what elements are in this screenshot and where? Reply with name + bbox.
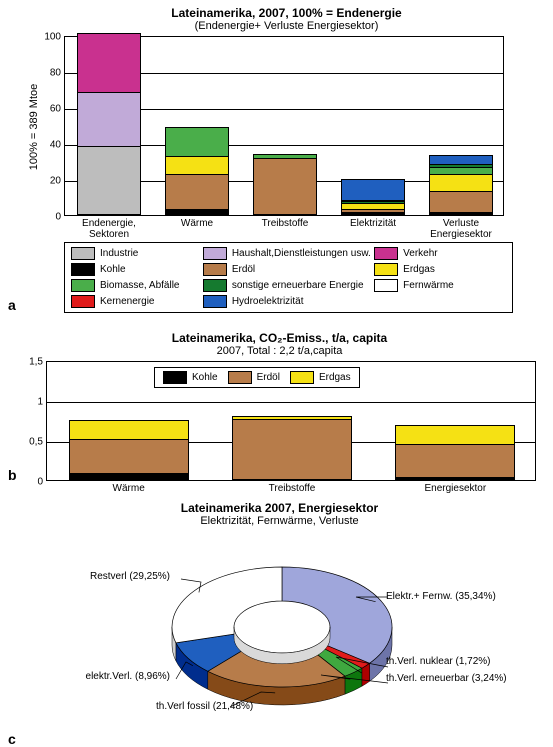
chart-c-plot: Elektr.+ Fernw. (35,34%) th.Verl. nuklear…: [16, 527, 543, 747]
chart-b-bar: [395, 427, 515, 480]
legend-item: Verkehr: [374, 247, 506, 260]
chart-c-subtitle: Elektrizität, Fernwärme, Verluste: [16, 515, 543, 527]
legend-item: Industrie: [71, 247, 203, 260]
donut-svg: [16, 527, 549, 727]
chart-b-ytick: 1: [37, 397, 47, 408]
legend-item: Kernenergie: [71, 295, 203, 308]
legend-item: Kohle: [163, 371, 218, 384]
pie-label: Elektr.+ Fernw. (35,34%): [386, 591, 496, 602]
legend-item: Fernwärme: [374, 279, 506, 292]
legend-item: Erdgas: [290, 371, 351, 384]
chart-a-xtick: Elektrizität: [329, 215, 417, 229]
pie-label: Restverl (29,25%): [36, 571, 170, 582]
legend-item: Erdöl: [228, 371, 280, 384]
panel-b: Lateinamerika, CO₂-Emiss., t/a, capita 2…: [10, 331, 543, 481]
chart-b-title: Lateinamerika, CO₂-Emiss., t/a, capita: [16, 331, 543, 345]
chart-a-ytick: 100: [44, 32, 65, 43]
legend-item: Kohle: [71, 263, 203, 276]
chart-a-plot: 020406080100Endenergie,SektorenWärmeTrei…: [64, 36, 504, 216]
chart-a-ytick: 60: [50, 104, 65, 115]
chart-a-title: Lateinamerika, 2007, 100% = Endenergie: [30, 6, 543, 20]
chart-b-bar: [232, 418, 352, 480]
chart-b-legend: Kohle Erdöl Erdgas: [154, 367, 360, 388]
panel-a-label: a: [8, 297, 16, 313]
chart-b-ytick: 1,5: [29, 357, 47, 368]
pie-label: elektr.Verl. (8,96%): [36, 671, 170, 682]
chart-a-ytick: 40: [50, 140, 65, 151]
chart-a-xtick: VerlusteEnergiesektor: [417, 215, 505, 240]
chart-b-xtick: Wärme: [113, 480, 145, 494]
chart-b-xtick: Treibstoffe: [269, 480, 316, 494]
chart-b-ytick: 0,5: [29, 437, 47, 448]
legend-item: Erdgas: [374, 263, 506, 276]
panel-b-label: b: [8, 467, 17, 483]
panel-c-label: c: [8, 731, 16, 747]
chart-c-title: Lateinamerika 2007, Energiesektor: [16, 501, 543, 515]
pie-label: th.Verl. nuklear (1,72%): [386, 656, 491, 667]
chart-b-xtick: Energiesektor: [424, 480, 486, 494]
pie-label: th.Verl. erneuerbar (3,24%): [386, 673, 507, 684]
chart-a-bar: [341, 181, 405, 215]
pie-label: th.Verl fossil (21,48%): [156, 701, 253, 712]
chart-a-ytick: 80: [50, 68, 65, 79]
chart-a-xtick: Endenergie,Sektoren: [65, 215, 153, 240]
legend-item: Hydroelektrizität: [203, 295, 374, 308]
chart-a-bar: [429, 157, 493, 215]
chart-b-bar: [69, 422, 189, 480]
chart-a-xtick: Treibstoffe: [241, 215, 329, 229]
chart-a-ytick: 20: [50, 176, 65, 187]
chart-a-subtitle: (Endenergie+ Verluste Energiesektor): [30, 20, 543, 32]
chart-a-legend: IndustrieHaushalt,Dienstleistungen usw.V…: [64, 242, 513, 313]
chart-a-bar: [253, 156, 317, 215]
chart-b-ytick: 0: [37, 477, 47, 488]
panel-c: Lateinamerika 2007, Energiesektor Elektr…: [10, 501, 543, 747]
legend-item: Biomasse, Abfälle: [71, 279, 203, 292]
legend-item: sonstige erneuerbare Energie: [203, 279, 374, 292]
chart-a-ytick: 0: [55, 212, 65, 223]
chart-a-bar: [77, 35, 141, 215]
chart-a-xtick: Wärme: [153, 215, 241, 229]
legend-item: Haushalt,Dienstleistungen usw.: [203, 247, 374, 260]
chart-a-ylabel: 100% = 389 Mtoe: [28, 67, 40, 187]
panel-a: Lateinamerika, 2007, 100% = Endenergie (…: [10, 6, 543, 313]
chart-b-subtitle: 2007, Total : 2,2 t/a,capita: [16, 345, 543, 357]
legend-item: Erdöl: [203, 263, 374, 276]
chart-a-bar: [165, 129, 229, 215]
